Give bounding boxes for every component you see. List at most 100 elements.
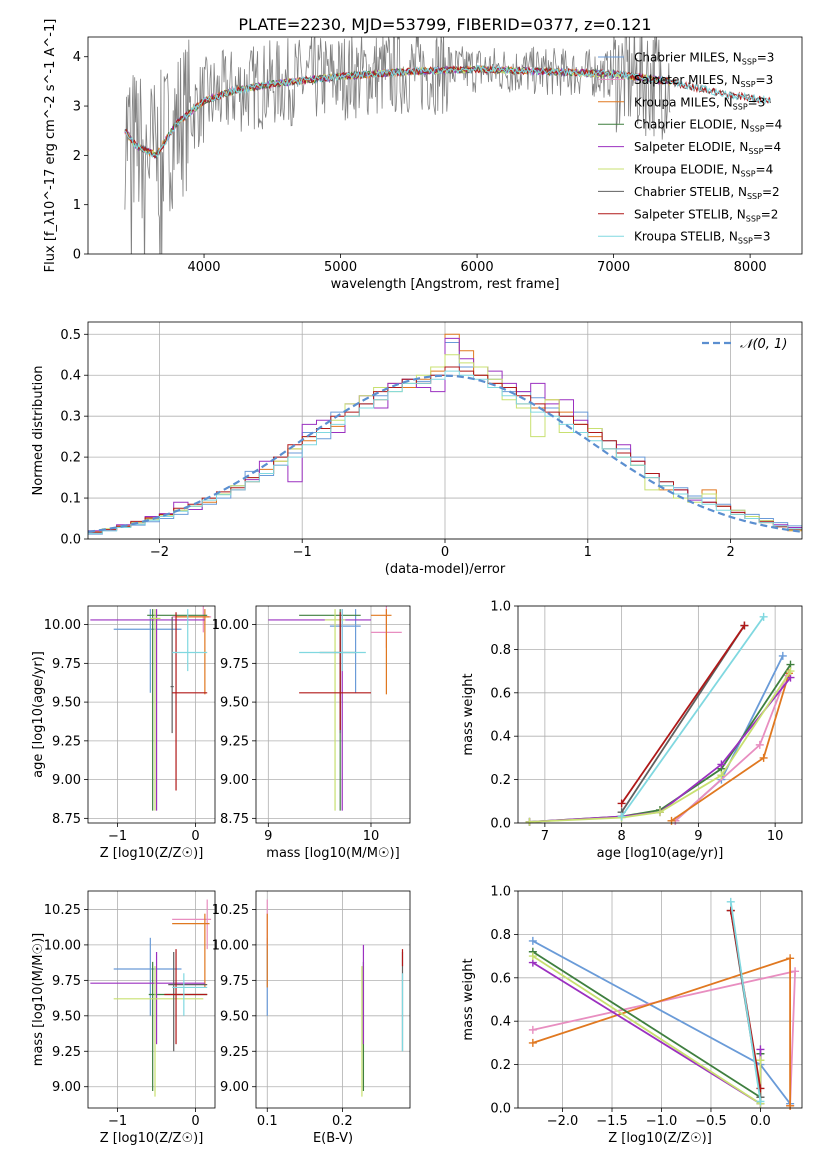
grid: [88, 891, 215, 1108]
y-tick-label: 0.6: [490, 686, 511, 701]
y-tick-label: 9.75: [220, 974, 249, 989]
spectrum-model-line: [124, 64, 672, 159]
y-axis-label: mass weight: [461, 673, 476, 755]
x-tick-label: 4000: [187, 260, 220, 275]
x-axis-label: mass [log10(M/M☉)]: [266, 846, 399, 861]
weight-point-marker: [791, 967, 800, 976]
weight-point-marker: [756, 1045, 765, 1054]
legend-label: Chabrier MILES, NSSP=3: [634, 51, 774, 67]
x-tick-label: −2: [150, 545, 169, 560]
x-tick-label: 8: [617, 829, 625, 844]
y-tick-label: 9.50: [52, 696, 81, 711]
y-tick-label: 3: [73, 100, 81, 115]
x-axis-label: Z [log10(Z/Z☉)]: [608, 1131, 712, 1146]
weight-line: [529, 664, 792, 823]
y-tick-label: 9.50: [220, 1009, 249, 1024]
plot-mass-weight-vs-Z: −2.0 −1.5 −1.0 −0.5 0.0 0.0 0.2 0.4 0.6 0.8 1.0 Z […: [461, 885, 803, 1146]
x-axis-label: (data-model)/error: [385, 562, 506, 577]
y-tick-label: 9.50: [52, 1009, 81, 1024]
y-tick-label: 8.75: [220, 812, 249, 827]
x-tick-label: −1: [108, 829, 127, 844]
legend-label: Kroupa MILES, NSSP=3: [634, 95, 765, 111]
weight-point-marker: [786, 667, 795, 676]
x-tick-label: 0.0: [750, 1114, 771, 1129]
y-tick-label: 10.00: [212, 618, 249, 633]
y-tick-label: 0.4: [60, 369, 81, 384]
legend-label: Salpeter STELIB, NSSP=2: [634, 207, 778, 223]
y-tick-label: 9.00: [220, 773, 249, 788]
histogram-series: [88, 370, 802, 534]
plot-content: 𝒩(0, 1): [87, 333, 803, 535]
weight-line: [620, 624, 746, 805]
axis-ticks: −2.0 −1.5 −1.0 −0.5 0.0 0.0 0.2 0.4 0.6 0.8 1.0: [490, 885, 770, 1130]
weight-point-marker: [528, 1025, 537, 1034]
plot-mass-weight-vs-age: 7 8 9 10 0.0 0.2 0.4 0.6 0.8 1.0 age [log10(age/yr…: [461, 600, 803, 861]
weight-line: [729, 901, 762, 1102]
y-axis-label: age [log10(age/yr)]: [31, 651, 46, 778]
y-tick-label: 1: [73, 198, 81, 213]
plot-frame: [255, 605, 411, 824]
weight-line: [532, 951, 762, 1099]
x-tick-label: 0: [191, 829, 199, 844]
x-axis-label: Z [log10(Z/Z☉)]: [100, 1131, 204, 1146]
y-tick-label: 9.25: [220, 734, 249, 749]
plot-content: [525, 612, 795, 826]
weight-point-marker: [528, 952, 537, 961]
y-tick-label: 9.75: [52, 974, 81, 989]
x-tick-label: 9: [694, 829, 702, 844]
plot-frame: [87, 605, 216, 824]
legend-label: Salpeter MILES, NSSP=3: [634, 73, 773, 89]
x-tick-label: 2: [726, 545, 734, 560]
weight-point-marker: [667, 816, 676, 825]
y-tick-label: 0.6: [490, 971, 511, 986]
weight-point-marker: [786, 954, 795, 963]
y-tick-label: 10.25: [44, 903, 81, 918]
weight-point-marker: [726, 897, 735, 906]
y-tick-label: 0.0: [490, 1102, 511, 1117]
x-tick-label: −0.5: [695, 1114, 727, 1129]
weight-point-marker: [617, 812, 626, 821]
y-tick-label: 0.2: [490, 1058, 511, 1073]
legend-label: Kroupa ELODIE, NSSP=4: [634, 163, 773, 179]
grid: [256, 891, 410, 1108]
y-tick-label: 9.75: [52, 657, 81, 672]
y-tick-label: 0.0: [60, 533, 81, 548]
plot-content: [90, 899, 212, 1097]
plot-frame: [87, 36, 803, 255]
x-tick-label: −1: [293, 545, 312, 560]
weight-point-marker: [525, 817, 534, 826]
spectrum-model-line: [124, 64, 672, 158]
weight-line: [529, 677, 792, 823]
y-tick-label: 10.00: [44, 938, 81, 953]
legend-label: Kroupa STELIB, NSSP=3: [634, 230, 771, 246]
axis-ticks: −1 0 8.75 9.00 9.25 9.50 9.75 10.00: [44, 618, 200, 844]
axis-ticks: 9 10 8.75 9.00 9.25 9.50 9.75 10.00: [212, 618, 379, 844]
x-tick-label: 10: [767, 829, 784, 844]
axis-ticks: 0.1 0.2 9.00 9.25 9.50 9.75 10.00 10.25: [212, 903, 353, 1129]
y-tick-label: 10.00: [44, 618, 81, 633]
x-tick-label: 7000: [597, 260, 630, 275]
weight-point-marker: [759, 753, 768, 762]
x-tick-label: 7: [541, 829, 549, 844]
x-tick-label: 9: [264, 829, 272, 844]
weight-point-marker: [778, 651, 787, 660]
spectrum-model-line: [124, 65, 772, 159]
weight-point-marker: [528, 1038, 537, 1047]
y-tick-label: 0.8: [490, 643, 511, 658]
y-tick-label: 0.4: [490, 1015, 511, 1030]
plot-age-vs-Z: −1 0 8.75 9.00 9.25 9.50 9.75 10.00 Z [log10(Z/Z…: [31, 605, 216, 861]
x-tick-label: −2.0: [547, 1114, 579, 1129]
grid: [256, 606, 410, 823]
weight-point-marker: [755, 740, 764, 749]
legend-label: Salpeter ELODIE, NSSP=4: [634, 140, 781, 156]
weight-point-marker: [756, 1056, 765, 1065]
y-tick-label: 10.00: [212, 938, 249, 953]
y-tick-label: 4: [73, 50, 81, 65]
legend-label: 𝒩(0, 1): [740, 337, 787, 352]
y-tick-label: 0.3: [60, 410, 81, 425]
weight-line: [620, 616, 765, 818]
y-tick-label: 9.00: [220, 1080, 249, 1095]
y-tick-label: 9.00: [52, 773, 81, 788]
plot-mass-vs-Z: −1 0 9.00 9.25 9.50 9.75 10.00 10.25 Z [log10(Z/…: [31, 890, 216, 1146]
